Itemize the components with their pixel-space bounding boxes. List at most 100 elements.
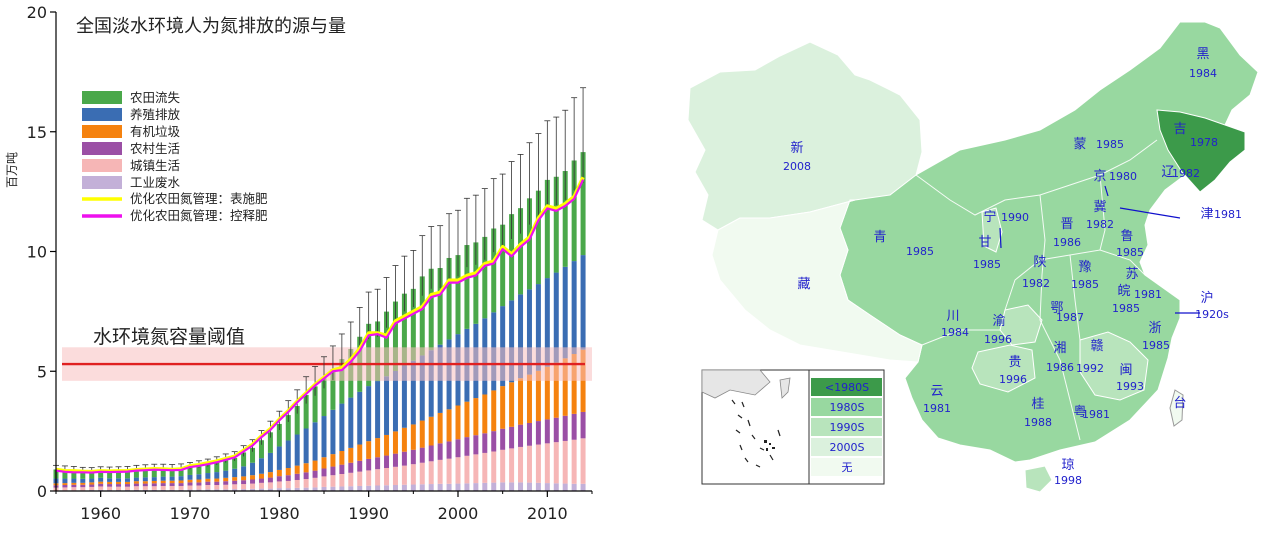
bar-segment [161, 481, 166, 483]
bar-segment [357, 392, 362, 445]
bar-segment [348, 463, 353, 473]
bar-segment [89, 479, 94, 483]
mainland-1980s-region [840, 22, 1258, 462]
province-name-label: 京 [1093, 169, 1106, 184]
bar-segment [366, 386, 371, 441]
province-year-label: 1986 [1053, 236, 1081, 249]
bar-segment [295, 480, 300, 488]
bar-segment [277, 446, 282, 469]
bar-segment [447, 484, 452, 491]
bar-segment [286, 475, 291, 481]
bar-segment [277, 481, 282, 488]
bar-segment [536, 483, 541, 491]
bar-segment [545, 419, 550, 443]
bar-segment [491, 451, 496, 482]
bar-segment [473, 483, 478, 491]
province-year-label: 1990 [1001, 211, 1029, 224]
bar-segment [375, 438, 380, 457]
y-tick-label: 20 [27, 3, 47, 22]
province-year-label: 1985 [1142, 339, 1170, 352]
bar-segment [295, 466, 300, 474]
bar-segment [161, 486, 166, 490]
bar-segment [250, 475, 255, 479]
bar-segment [554, 483, 559, 491]
province-name-label: 渝 [992, 313, 1005, 329]
bar-segment [134, 481, 139, 483]
bar-segment [62, 485, 67, 487]
bar-segment [89, 482, 94, 484]
bar-segment [322, 476, 327, 487]
bar-segment [563, 267, 568, 358]
bar-segment [447, 459, 452, 484]
bar-segment [473, 454, 478, 483]
province-year-label: 1981 [923, 402, 951, 415]
province-year-label: 1986 [1046, 361, 1074, 374]
province-name-label: 苏 [1125, 266, 1138, 282]
bar-segment [563, 441, 568, 484]
bar-segment [80, 479, 85, 483]
bar-segment [214, 485, 219, 489]
bar-segment [116, 478, 121, 482]
bar-segment [518, 378, 523, 424]
bar-segment [411, 450, 416, 464]
province-year-label: 1985 [1116, 246, 1144, 259]
province-year-label: 1985 [906, 245, 934, 258]
bar-segment [464, 402, 469, 437]
province-year-label: 1982 [1172, 167, 1200, 180]
province-name-label: 藏 [797, 277, 810, 292]
bar-segment [348, 398, 353, 448]
bar-segment [357, 445, 362, 461]
south-china-sea-inset [702, 370, 809, 484]
bar-segment [357, 461, 362, 472]
bar-segment [491, 483, 496, 491]
province-name-label: 浙 [1148, 321, 1161, 336]
province-name-label: 冀 [1093, 199, 1106, 215]
bar-segment [188, 482, 193, 485]
bar-segment [509, 382, 514, 427]
bar-segment [313, 478, 318, 488]
map-legend-label: 1980S [830, 401, 865, 414]
legend-swatch [82, 142, 122, 155]
bar-segment [161, 477, 166, 481]
bar-segment [116, 484, 121, 487]
bar-segment [518, 482, 523, 491]
map-legend-label: 1990S [830, 421, 865, 434]
bar-segment [196, 480, 201, 483]
bar-segment [482, 453, 487, 483]
bar-segment [420, 463, 425, 485]
bar-segment [232, 469, 237, 477]
bar-segment [572, 440, 577, 484]
bar-segment [438, 413, 443, 443]
province-name-label: 贵 [1008, 355, 1021, 370]
bar-segment [80, 485, 85, 487]
bar-segment [322, 457, 327, 468]
legend-swatch [82, 176, 122, 189]
bar-segment [170, 477, 175, 481]
province-year-label: 1984 [941, 326, 969, 339]
bar-segment [330, 454, 335, 466]
bar-segment [161, 483, 166, 486]
bar-segment [581, 255, 586, 350]
bar-segment [170, 483, 175, 486]
province-name-label: 皖 [1117, 284, 1130, 299]
bar-segment [456, 405, 461, 439]
bar-segment [375, 469, 380, 485]
bar-segment [482, 433, 487, 453]
x-tick-label: 1970 [170, 504, 211, 523]
bar-segment [179, 480, 184, 483]
province-year-label: 1982 [1086, 218, 1114, 231]
bar-segment [500, 482, 505, 491]
bar-segment [500, 386, 505, 429]
bar-segment [98, 482, 103, 484]
bar-segment [152, 486, 157, 490]
x-tick-label: 1990 [348, 504, 389, 523]
bar-segment [402, 485, 407, 491]
bar-segment [241, 476, 246, 480]
bar-segment [366, 470, 371, 485]
bar-segment [411, 464, 416, 484]
bar-segment [464, 456, 469, 484]
bar-segment [143, 481, 148, 483]
bar-segment [384, 468, 389, 485]
